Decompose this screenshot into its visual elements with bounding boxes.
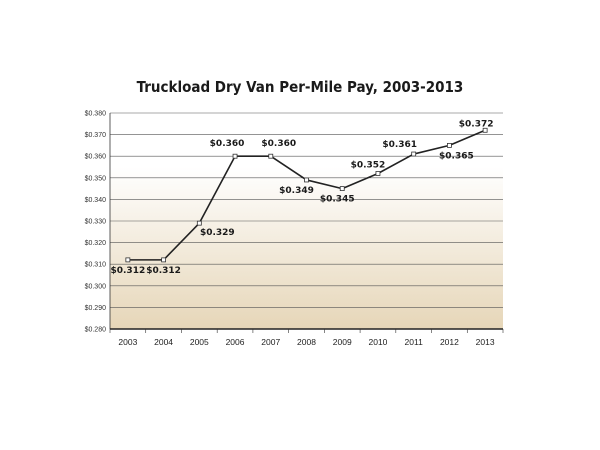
- y-tick-label: $0.290: [85, 305, 107, 312]
- data-point: [196, 220, 202, 226]
- y-tick-label: $0.320: [85, 240, 107, 247]
- data-point: [268, 153, 274, 159]
- data-label: $0.365: [439, 151, 474, 161]
- y-tick-label: $0.370: [85, 132, 107, 139]
- data-label: $0.312: [110, 266, 145, 276]
- x-tick-label: 2005: [190, 337, 209, 347]
- x-tick-label: 2004: [154, 337, 173, 347]
- y-tick-label: $0.310: [85, 262, 107, 269]
- data-label: $0.352: [351, 160, 386, 170]
- y-tick-label: $0.330: [85, 219, 107, 226]
- data-point: [375, 171, 381, 176]
- y-tick-label: $0.360: [85, 154, 107, 161]
- x-tick-label: 2010: [368, 337, 387, 347]
- data-point: [339, 186, 345, 192]
- x-tick-label: 2013: [476, 337, 495, 347]
- x-tick-label: 2006: [226, 337, 245, 347]
- data-point: [411, 151, 417, 157]
- x-tick-label: 2003: [118, 337, 137, 347]
- x-tick-label: 2011: [405, 337, 424, 347]
- y-tick-label: $0.300: [85, 283, 107, 290]
- x-tick-label: 2009: [333, 337, 352, 347]
- data-label: $0.312: [146, 266, 181, 276]
- data-label: $0.372: [459, 119, 494, 129]
- data-point: [447, 142, 452, 148]
- y-tick-label: $0.280: [85, 327, 107, 334]
- data-point: [304, 177, 309, 183]
- data-point: [161, 257, 166, 263]
- data-label: $0.349: [279, 186, 314, 196]
- y-tick-label: $0.380: [85, 111, 107, 118]
- data-label: $0.361: [382, 140, 417, 150]
- data-label: $0.360: [210, 139, 245, 149]
- data-point: [125, 257, 131, 263]
- y-tick-label: $0.340: [85, 197, 107, 204]
- x-tick-label: 2008: [297, 337, 316, 347]
- data-label: $0.345: [320, 195, 355, 205]
- x-tick-label: 2012: [440, 337, 459, 347]
- chart-title: Truckload Dry Van Per-Mile Pay, 2003-201…: [136, 78, 464, 96]
- data-label: $0.329: [200, 228, 235, 238]
- x-tick-label: 2007: [261, 337, 280, 347]
- data-point: [232, 153, 238, 159]
- data-point: [482, 127, 488, 133]
- data-label: $0.360: [261, 139, 296, 149]
- y-tick-label: $0.350: [85, 175, 107, 182]
